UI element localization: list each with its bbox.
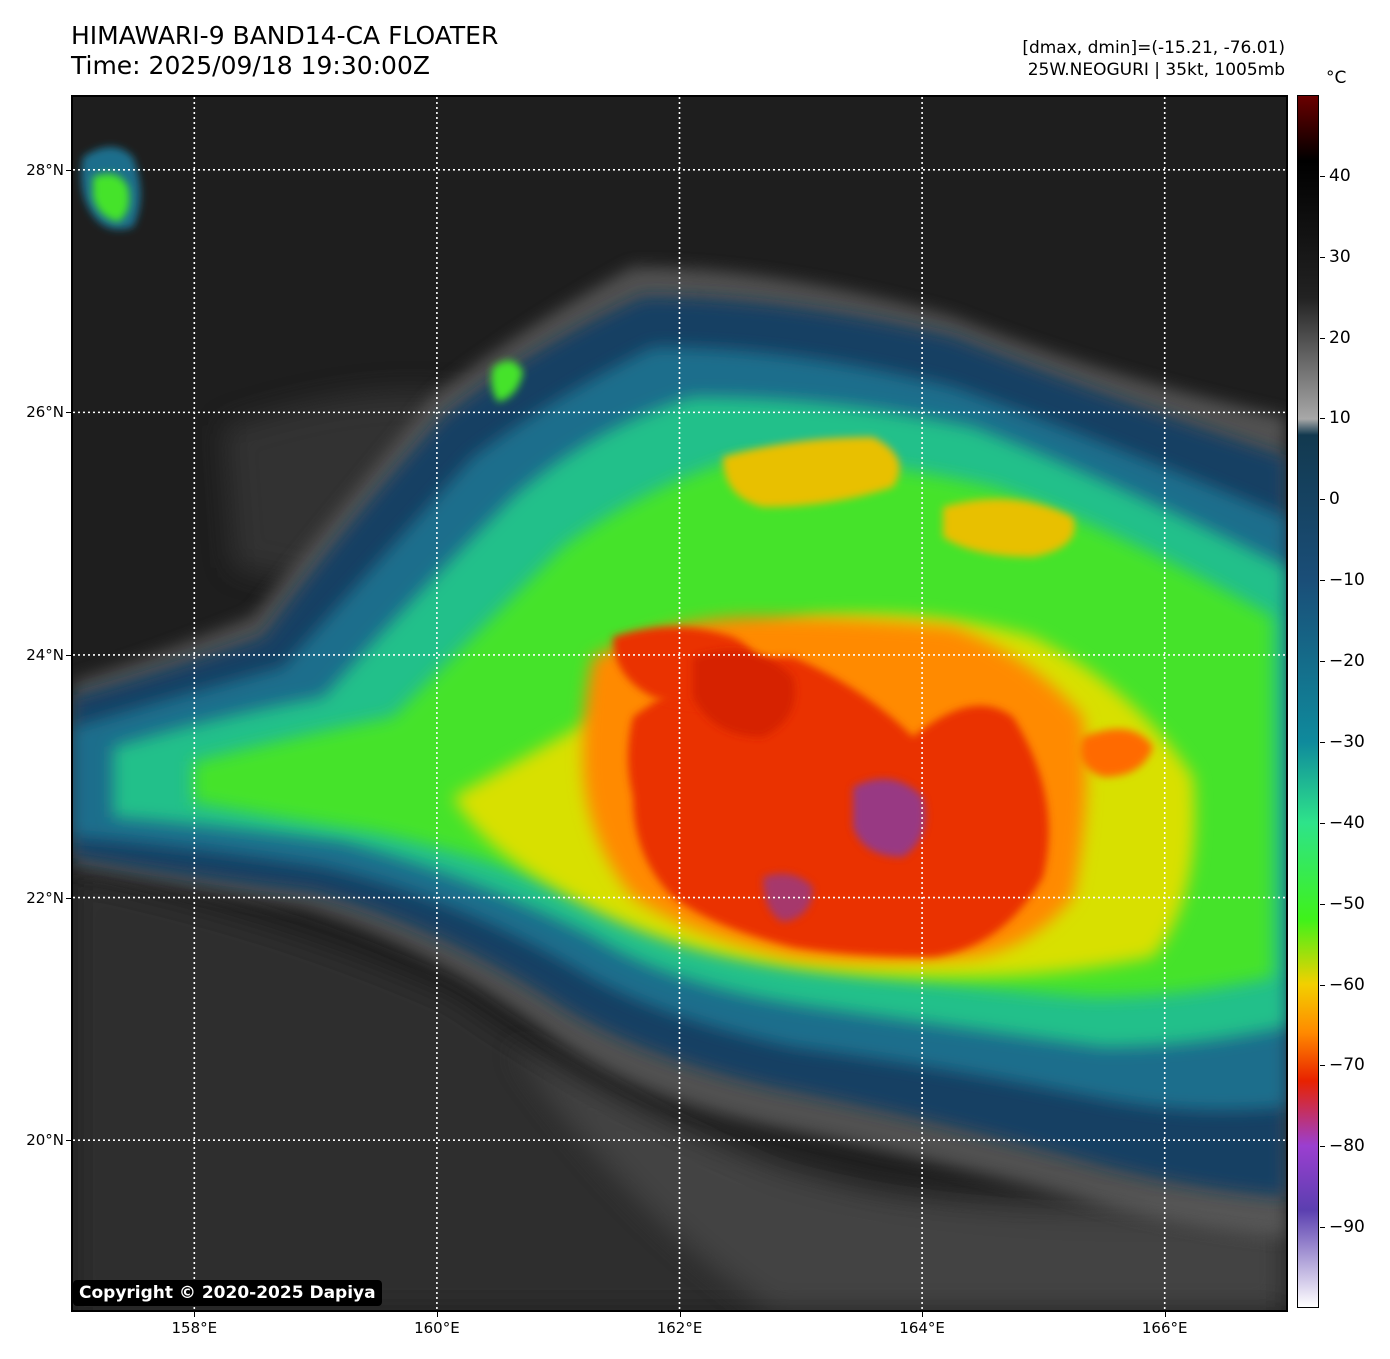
colorbar-tick-label: −10 [1329, 570, 1365, 591]
colorbar-tick-label: 10 [1329, 408, 1351, 429]
colorbar-tick-label: −80 [1329, 1136, 1365, 1157]
latitude-tick [66, 1140, 72, 1142]
latitude-tick [66, 654, 72, 656]
colorbar-tick [1320, 822, 1325, 824]
longitude-tick [922, 1311, 924, 1317]
colorbar-tick-label: 20 [1329, 327, 1351, 348]
longitude-label: 158°E [171, 1319, 218, 1337]
longitude-label: 162°E [656, 1319, 703, 1337]
latitude-tick [66, 169, 72, 171]
colorbar-tick-label: 40 [1329, 165, 1351, 186]
colorbar-tick [1320, 418, 1325, 420]
satellite-map [71, 95, 1288, 1312]
longitude-label: 166°E [1141, 1319, 1188, 1337]
dmax-dmin-text: [dmax, dmin]=(-15.21, -76.01) [1022, 38, 1285, 58]
colorbar-tick-label: 30 [1329, 246, 1351, 267]
latitude-label: 24°N [26, 645, 64, 664]
colorbar-unit: °C [1326, 68, 1347, 88]
storm-info-text: 25W.NEOGURI | 35kt, 1005mb [1027, 60, 1285, 80]
latitude-label: 20°N [26, 1131, 64, 1150]
colorbar-tick-label: −50 [1329, 893, 1365, 914]
colorbar-tick [1320, 499, 1325, 501]
copyright-label: Copyright © 2020-2025 Dapiya [73, 1280, 382, 1306]
map-title: HIMAWARI-9 BAND14-CA FLOATER [71, 21, 499, 50]
latitude-tick [66, 412, 72, 414]
colorbar-tick [1320, 1065, 1325, 1067]
colorbar-tick [1320, 661, 1325, 663]
temperature-colorbar [1297, 95, 1319, 1308]
lat-lon-grid [73, 97, 1286, 1310]
colorbar-tick-label: −20 [1329, 651, 1365, 672]
colorbar-tick [1320, 741, 1325, 743]
latitude-label: 28°N [26, 160, 64, 179]
colorbar-tick [1320, 1227, 1325, 1229]
colorbar-tick [1320, 903, 1325, 905]
latitude-label: 26°N [26, 403, 64, 422]
colorbar-tick [1320, 1146, 1325, 1148]
latitude-tick [66, 897, 72, 899]
colorbar-tick-label: −90 [1329, 1217, 1365, 1238]
colorbar-tick [1320, 256, 1325, 258]
colorbar-tick-label: −70 [1329, 1055, 1365, 1076]
map-time: Time: 2025/09/18 19:30:00Z [71, 51, 430, 80]
longitude-tick [1164, 1311, 1166, 1317]
latitude-label: 22°N [26, 888, 64, 907]
colorbar-tick [1320, 175, 1325, 177]
longitude-label: 160°E [414, 1319, 460, 1337]
colorbar-tick-label: −60 [1329, 974, 1365, 995]
colorbar-tick-label: −40 [1329, 812, 1365, 833]
colorbar-tick-label: −30 [1329, 731, 1365, 752]
colorbar-tick [1320, 984, 1325, 986]
longitude-tick [679, 1311, 681, 1317]
longitude-label: 164°E [899, 1319, 945, 1337]
longitude-tick [436, 1311, 438, 1317]
colorbar-tick-label: 0 [1329, 489, 1340, 510]
colorbar-tick [1320, 580, 1325, 582]
longitude-tick [194, 1311, 196, 1317]
colorbar-tick [1320, 337, 1325, 339]
